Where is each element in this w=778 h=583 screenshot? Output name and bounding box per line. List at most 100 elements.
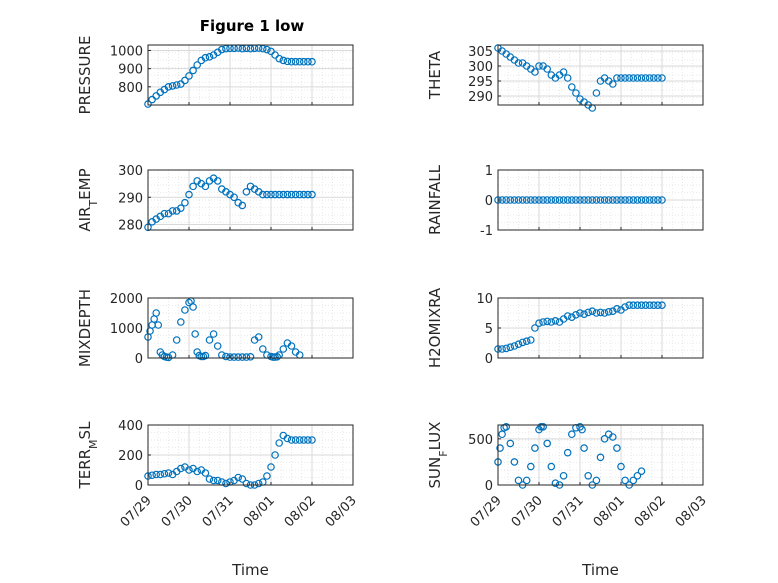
data-point (291, 57, 300, 66)
data-point (287, 342, 296, 350)
y-axis-label: MIXDEPTH (76, 289, 94, 367)
data-point (526, 336, 535, 344)
data-point (633, 471, 642, 480)
data-point (304, 190, 312, 199)
data-point (193, 467, 202, 476)
x-tick-label: 07/31 (550, 493, 587, 530)
x-tick-label: 07/29 (468, 493, 505, 530)
data-point (258, 190, 267, 199)
data-point (185, 298, 193, 307)
y-tick-label: 290 (468, 90, 493, 105)
data-point (279, 190, 288, 199)
y-tick-label: 2000 (110, 292, 143, 307)
data-point (649, 196, 658, 204)
data-point (592, 476, 601, 485)
data-point (283, 190, 292, 199)
data-point (567, 313, 576, 322)
data-point (654, 74, 662, 82)
data-point (295, 190, 304, 199)
data-point (522, 476, 531, 485)
axes-box (147, 297, 354, 359)
data-point (526, 196, 535, 204)
data-point (201, 53, 210, 62)
data-point (531, 196, 539, 204)
y-tick-label: 0 (485, 479, 493, 494)
data-point (578, 425, 586, 434)
data-point (543, 317, 552, 326)
y-tick-label: 290 (118, 191, 143, 206)
data-point (613, 196, 621, 204)
data-point (222, 352, 230, 361)
axes-box (147, 169, 354, 231)
y-axis-label: H2OMIXRA (426, 287, 444, 368)
data-point (308, 436, 316, 444)
x-axis-label: Time (231, 561, 269, 579)
data-point (275, 439, 284, 447)
data-point (531, 444, 539, 452)
data-point (621, 476, 629, 485)
data-point (617, 196, 625, 204)
data-point (608, 80, 617, 88)
y-tick-label: 305 (468, 45, 493, 60)
y-axis-label: PRESSURE (76, 36, 94, 115)
y-axis-label: SUNFLUX (426, 422, 450, 489)
data-point (273, 352, 281, 361)
data-point (588, 307, 597, 316)
data-point (201, 351, 210, 360)
data-point (279, 56, 288, 65)
data-point (537, 423, 545, 431)
data-point (238, 475, 247, 483)
x-tick-label: 08/01 (241, 493, 278, 530)
data-point (156, 470, 165, 479)
data-point (572, 310, 580, 319)
data-point (654, 196, 662, 204)
data-point (584, 196, 593, 204)
data-point (608, 307, 617, 316)
data-point (576, 309, 584, 317)
data-point (514, 196, 523, 204)
data-point (637, 301, 646, 310)
data-point (189, 303, 197, 311)
data-point (222, 479, 230, 488)
data-point (287, 57, 296, 66)
y-tick-label: 1000 (110, 44, 143, 59)
x-tick-label: 08/02 (632, 493, 669, 530)
data-point (304, 57, 312, 66)
data-point (580, 444, 588, 452)
data-point (213, 476, 222, 485)
data-point (600, 196, 609, 204)
x-tick-label: 07/29 (118, 493, 155, 530)
axes-panel-mixdepth: 0 1000 2000 MIXDEPTH (76, 289, 354, 367)
data-point (514, 340, 523, 349)
data-point (205, 336, 214, 344)
data-point (201, 469, 210, 477)
data-point (287, 436, 296, 444)
data-point (531, 68, 539, 76)
data-point (608, 433, 617, 441)
data-point (254, 333, 263, 341)
data-point (510, 342, 519, 350)
data-point (633, 74, 642, 82)
data-point (637, 196, 646, 204)
data-point (596, 453, 605, 462)
data-point (148, 471, 156, 480)
y-axis-label: TERRMSL (76, 421, 100, 490)
data-point (263, 45, 271, 54)
data-point (218, 45, 226, 54)
data-point (201, 182, 210, 191)
data-point (287, 190, 296, 199)
data-point (308, 57, 316, 66)
data-point (563, 448, 572, 457)
y-axis-label: THETA (426, 50, 444, 100)
data-point (193, 61, 202, 69)
data-point (535, 62, 543, 70)
data-point (271, 190, 279, 199)
data-point (654, 301, 662, 310)
data-point (205, 475, 214, 483)
data-point (551, 316, 560, 325)
data-point (621, 196, 629, 204)
data-point (613, 304, 621, 313)
data-point (496, 444, 504, 452)
x-tick-label: 07/30 (159, 493, 196, 530)
